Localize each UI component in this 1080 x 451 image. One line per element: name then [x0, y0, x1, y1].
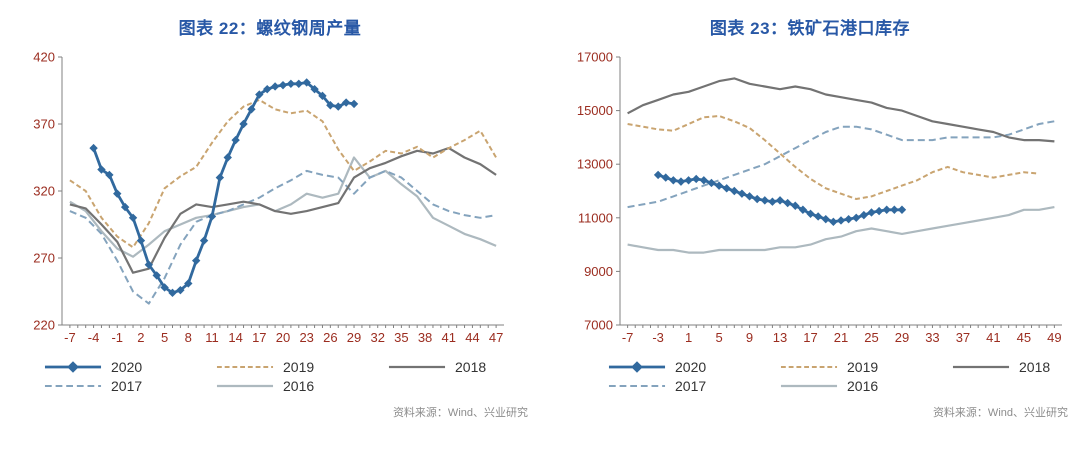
svg-text:11: 11	[205, 330, 219, 345]
svg-text:270: 270	[33, 251, 55, 266]
svg-text:38: 38	[418, 330, 432, 345]
svg-text:35: 35	[394, 330, 408, 345]
svg-text:41: 41	[986, 330, 1000, 345]
legend-swatch-2016	[780, 384, 838, 388]
svg-text:32: 32	[370, 330, 384, 345]
legend-swatch-2019	[216, 366, 274, 368]
svg-text:13: 13	[773, 330, 787, 345]
chart-title-rebar: 图表 22：螺纹钢周产量	[178, 19, 362, 38]
legend-item-2020: 2020	[608, 359, 780, 375]
svg-text:20: 20	[276, 330, 290, 345]
svg-text:17: 17	[803, 330, 817, 345]
chart-iron-ore-port-inventory: 图表 23：铁矿石港口库存 7000 9000 11000 13000 15000 170…	[540, 0, 1080, 451]
svg-text:17000: 17000	[577, 50, 613, 65]
legend-swatch-2017	[44, 385, 102, 387]
svg-text:2: 2	[137, 330, 144, 345]
legend-label-2016: 2016	[847, 378, 879, 394]
svg-text:5: 5	[715, 330, 722, 345]
legend-item-2018: 2018	[952, 359, 1080, 375]
legend-item-2020: 2020	[44, 359, 216, 375]
legend-swatch-2020	[608, 361, 666, 373]
legend-label-2017: 2017	[111, 378, 143, 394]
svg-text:47: 47	[489, 330, 503, 345]
svg-text:-3: -3	[652, 330, 664, 345]
chart-title-iron-ore: 图表 23：铁矿石港口库存	[709, 19, 911, 38]
legend-label-2017: 2017	[675, 378, 707, 394]
legend-label-2019: 2019	[847, 359, 879, 375]
svg-text:17: 17	[252, 330, 266, 345]
legend-item-2016: 2016	[216, 378, 388, 394]
legend-label-2020: 2020	[675, 359, 707, 375]
legend-label-2019: 2019	[283, 359, 315, 375]
legend-rebar: 2020 2019 2018 2017 2016	[44, 359, 540, 394]
svg-text:15000: 15000	[577, 103, 613, 118]
legend-item-2016: 2016	[780, 378, 952, 394]
svg-text:7000: 7000	[584, 318, 613, 333]
legend-item-2017: 2017	[44, 378, 216, 394]
svg-text:5: 5	[161, 330, 168, 345]
svg-text:26: 26	[323, 330, 337, 345]
legend-item-2019: 2019	[780, 359, 952, 375]
svg-text:45: 45	[1017, 330, 1031, 345]
chart-rebar-weekly-production: 图表 22：螺纹钢周产量 220 270 320 370 420 -7 -4 -1 2 5 8 11 1…	[33, 19, 540, 419]
legend-swatch-2019	[780, 366, 838, 368]
svg-text:1: 1	[685, 330, 692, 345]
svg-text:9000: 9000	[584, 264, 613, 279]
svg-text:44: 44	[465, 330, 479, 345]
legend-swatch-2018	[388, 365, 446, 369]
svg-text:14: 14	[228, 330, 242, 345]
iron-ore-inventory-plot: 7000 9000 11000 13000 15000 17000 -7 -3 1 5 9 13 17 2…	[577, 50, 1062, 345]
legend-label-2020: 2020	[111, 359, 143, 375]
svg-text:220: 220	[33, 318, 55, 333]
svg-text:-7: -7	[64, 330, 76, 345]
svg-text:-4: -4	[88, 330, 100, 345]
legend-label-2018: 2018	[1019, 359, 1051, 375]
svg-text:420: 420	[33, 50, 55, 65]
source-note-iron-ore: 资料来源：Wind、兴业研究	[932, 407, 1068, 419]
legend-label-2016: 2016	[283, 378, 315, 394]
svg-text:25: 25	[864, 330, 878, 345]
source-note-rebar: 资料来源：Wind、兴业研究	[392, 407, 528, 419]
svg-text:49: 49	[1047, 330, 1061, 345]
svg-text:370: 370	[33, 117, 55, 132]
legend-swatch-2018	[952, 365, 1010, 369]
legend-iron-ore: 2020 2019 2018 2017 2016	[608, 359, 1080, 394]
legend-label-2018: 2018	[455, 359, 487, 375]
svg-text:9: 9	[746, 330, 753, 345]
legend-item-2018: 2018	[388, 359, 538, 375]
svg-text:11000: 11000	[578, 210, 613, 225]
svg-text:-1: -1	[111, 330, 123, 345]
rebar-production-plot: 220 270 320 370 420 -7 -4 -1 2 5 8 11 14 17 20 23 26 29 32…	[33, 50, 504, 345]
svg-text:23: 23	[299, 330, 313, 345]
svg-text:29: 29	[895, 330, 909, 345]
svg-text:8: 8	[185, 330, 192, 345]
svg-text:21: 21	[834, 330, 848, 345]
legend-item-2019: 2019	[216, 359, 388, 375]
legend-swatch-2020	[44, 361, 102, 373]
legend-swatch-2016	[216, 384, 274, 388]
svg-text:-7: -7	[622, 330, 634, 345]
legend-item-2017: 2017	[608, 378, 780, 394]
svg-text:41: 41	[442, 330, 456, 345]
svg-text:13000: 13000	[577, 157, 613, 172]
svg-text:320: 320	[33, 184, 55, 199]
legend-swatch-2017	[608, 385, 666, 387]
svg-text:37: 37	[956, 330, 970, 345]
svg-text:29: 29	[347, 330, 361, 345]
svg-text:33: 33	[925, 330, 939, 345]
